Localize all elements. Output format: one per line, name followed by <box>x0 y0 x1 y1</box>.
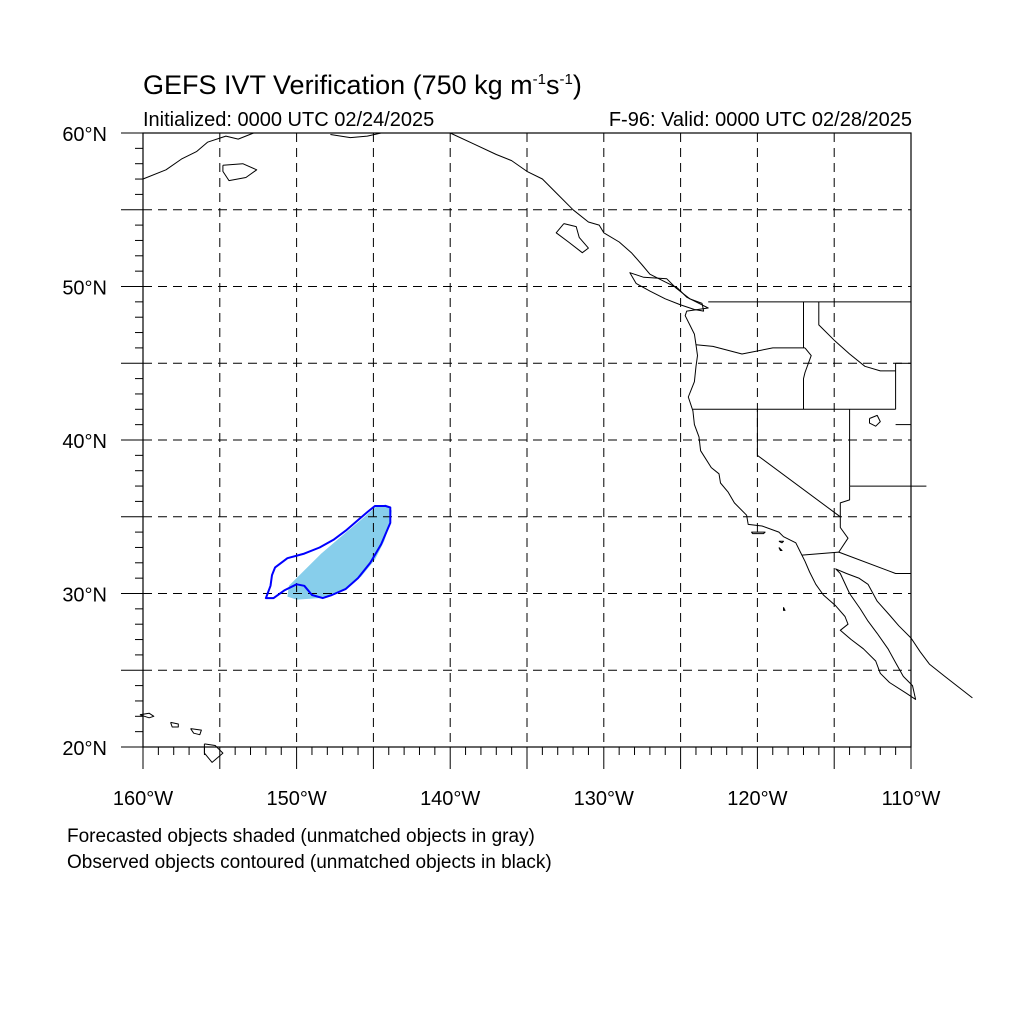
coastline-segment <box>142 132 254 180</box>
coastline-segment <box>778 547 783 551</box>
note-observed: Observed objects contoured (unmatched ob… <box>67 852 552 873</box>
coastline-segment <box>839 486 851 517</box>
coastline-segment <box>222 163 258 182</box>
legend-notes: Forecasted objects shaded (unmatched obj… <box>67 824 552 876</box>
valid-time-label: F-96: Valid: 0000 UTC 02/28/2025 <box>608 109 912 131</box>
coastline-segment <box>330 132 382 139</box>
lon-tick-label: 110°W <box>882 788 941 810</box>
coastline-segment <box>170 721 179 728</box>
lat-tick-label: 60°N <box>62 124 107 146</box>
coastline-segment <box>869 414 881 427</box>
coastline-segment <box>756 409 849 553</box>
coastlines <box>139 132 973 763</box>
lon-tick-label: 150°W <box>266 788 326 810</box>
lat-tick-label: 30°N <box>62 585 107 607</box>
forecast-layer <box>287 504 392 600</box>
coastline-segment <box>783 607 786 611</box>
lat-tick-label: 40°N <box>62 431 107 453</box>
axis-labels: 60°N 50°N 40°N 30°N 20°N 160°W 150°W 140°W 130°W… <box>62 124 940 810</box>
coastline-segment <box>801 551 911 574</box>
coastline-segment <box>555 223 589 254</box>
lon-tick-label: 120°W <box>727 788 787 810</box>
coastline-segment <box>803 347 812 410</box>
lon-tick-label: 140°W <box>420 788 480 810</box>
chart-title: GEFS IVT Verification (750 kg m-1s-1) <box>143 70 582 100</box>
note-forecast: Forecasted objects shaded (unmatched obj… <box>67 826 535 847</box>
observed-layer <box>264 505 392 600</box>
lat-tick-label: 50°N <box>62 278 107 300</box>
coastline-segment <box>449 132 973 700</box>
lat-tick-label: 20°N <box>62 738 107 760</box>
coastline-segment <box>750 531 766 535</box>
forecast-object <box>287 504 392 600</box>
lon-tick-label: 130°W <box>574 788 634 810</box>
coastline-segment <box>778 540 784 544</box>
coastline-segment <box>695 344 805 355</box>
lon-tick-label: 160°W <box>113 788 173 810</box>
map-frame <box>121 132 912 769</box>
coastline-segment <box>818 301 896 372</box>
coastline-segment <box>139 712 155 719</box>
coastline-segment <box>629 272 705 312</box>
observed-object-contour <box>264 505 392 600</box>
graticule <box>143 133 911 747</box>
initialized-label: Initialized: 0000 UTC 02/24/2025 <box>143 109 435 131</box>
coastline-segment <box>190 728 202 736</box>
